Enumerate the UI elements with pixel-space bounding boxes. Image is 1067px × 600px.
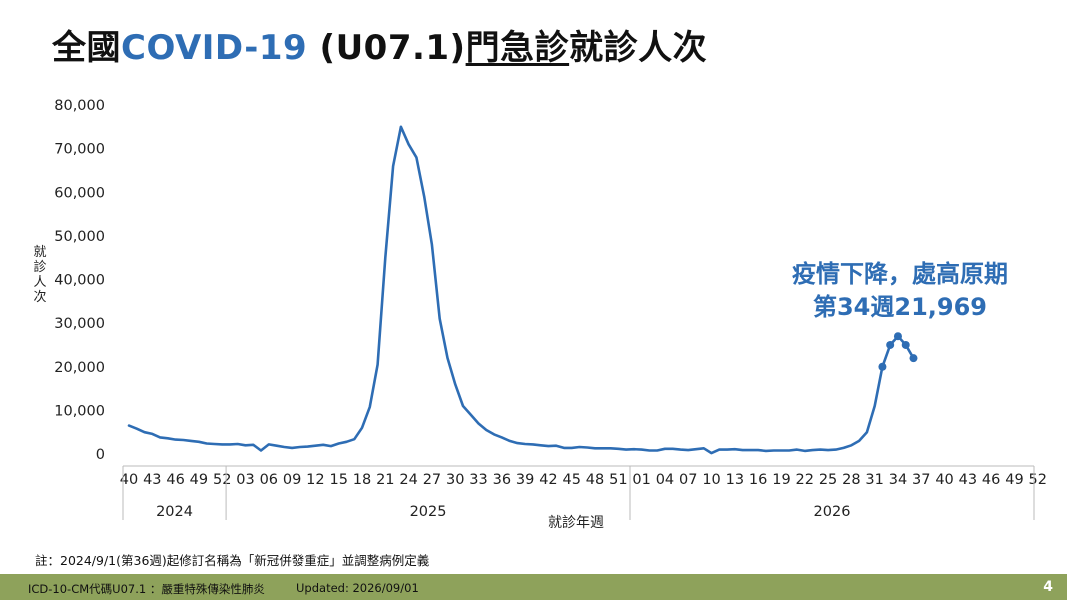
page-title: 全國COVID-19 (U07.1)門急診就診人次: [52, 20, 707, 69]
x-tick-label: 48: [586, 472, 604, 488]
title-prefix: 全國: [52, 28, 121, 68]
series-line: [127, 125, 915, 455]
y-tick-label: 30,000: [54, 316, 105, 332]
line-chart: 0 10,000 20,000 30,000 40,000 50,000 60,000 70,…: [33, 98, 1047, 531]
data-point: [886, 340, 895, 349]
data-point: [901, 340, 910, 349]
x-tick-label: 31: [865, 472, 883, 488]
y-tick-label: 80,000: [54, 98, 105, 114]
year-label: 2024: [156, 504, 193, 520]
x-tick-label: 28: [842, 472, 860, 488]
page-number: 4: [1043, 579, 1053, 595]
x-tick-label: 46: [982, 472, 1000, 488]
x-tick-label: 34: [889, 472, 907, 488]
y-tick-label: 60,000: [54, 185, 105, 201]
y-tick-label: 10,000: [54, 403, 105, 419]
data-point: [878, 362, 887, 371]
x-tick-label: 27: [423, 472, 441, 488]
chart-annotation: 疫情下降，處高原期 第34週21,969: [760, 258, 1040, 324]
x-tick-label: 49: [1005, 472, 1023, 488]
x-tick-label: 15: [329, 472, 347, 488]
x-tick-label: 51: [609, 472, 627, 488]
x-tick-label: 43: [959, 472, 977, 488]
x-tick-label: 45: [563, 472, 581, 488]
annotation-line-1: 疫情下降，處高原期: [792, 260, 1008, 288]
x-axis-label: 就診年週: [548, 515, 604, 531]
annotation-line-2: 第34週21,969: [812, 293, 987, 321]
data-point: [893, 332, 902, 341]
x-tick-label: 10: [702, 472, 720, 488]
footer-updated: Updated: 2026/09/01: [296, 581, 419, 595]
title-suffix: 就診人次: [569, 28, 708, 68]
x-tick-label: 06: [260, 472, 278, 488]
y-tick-label: 70,000: [54, 142, 105, 158]
year-label: 2025: [410, 504, 447, 520]
x-tick-label: 49: [190, 472, 208, 488]
x-tick-label: 40: [935, 472, 953, 488]
x-tick-label: 22: [796, 472, 814, 488]
x-tick-label: 40: [120, 472, 138, 488]
x-tick-label: 37: [912, 472, 930, 488]
x-tick-label: 30: [446, 472, 464, 488]
x-tick-label: 43: [143, 472, 161, 488]
x-tick-label: 03: [236, 472, 254, 488]
x-tick-label: 46: [166, 472, 184, 488]
y-tick-label: 50,000: [54, 229, 105, 245]
x-tick-label: 42: [539, 472, 557, 488]
footer-icd-text: ICD-10-CM代碼U07.1 ：嚴重特殊傳染性肺炎: [28, 582, 265, 596]
x-tick-label: 13: [726, 472, 744, 488]
x-tick-label: 07: [679, 472, 697, 488]
title-accent: COVID-19: [121, 28, 308, 68]
x-tick-label: 33: [469, 472, 487, 488]
x-tick-label: 04: [656, 472, 674, 488]
x-tick-label: 24: [399, 472, 417, 488]
x-tick-label: 16: [749, 472, 767, 488]
x-tick-label: 09: [283, 472, 301, 488]
x-tick-label: 21: [376, 472, 394, 488]
y-axis-label: 就診人次: [33, 245, 46, 305]
x-tick-label: 39: [516, 472, 534, 488]
x-tick-label: 19: [772, 472, 790, 488]
x-tick-label: 52: [213, 472, 231, 488]
data-point: [909, 354, 918, 363]
x-tick-label: 36: [493, 472, 511, 488]
x-tick-label: 25: [819, 472, 837, 488]
title-middle: (U07.1): [307, 28, 466, 68]
y-tick-label: 0: [96, 447, 105, 463]
footnote: 註：2024/9/1(第36週)起修訂名稱為「新冠併發重症」並調整病例定義: [35, 553, 430, 568]
x-tick-label: 12: [306, 472, 324, 488]
footer-bar: ICD-10-CM代碼U07.1 ：嚴重特殊傳染性肺炎 Updated: 202…: [0, 574, 1067, 600]
y-tick-label: 20,000: [54, 360, 105, 376]
x-tick-label: 52: [1029, 472, 1047, 488]
year-label: 2026: [814, 504, 851, 520]
title-underlined: 門急診: [465, 28, 570, 68]
x-tick-label: 18: [353, 472, 371, 488]
y-tick-label: 40,000: [54, 273, 105, 289]
x-tick-label: 01: [632, 472, 650, 488]
